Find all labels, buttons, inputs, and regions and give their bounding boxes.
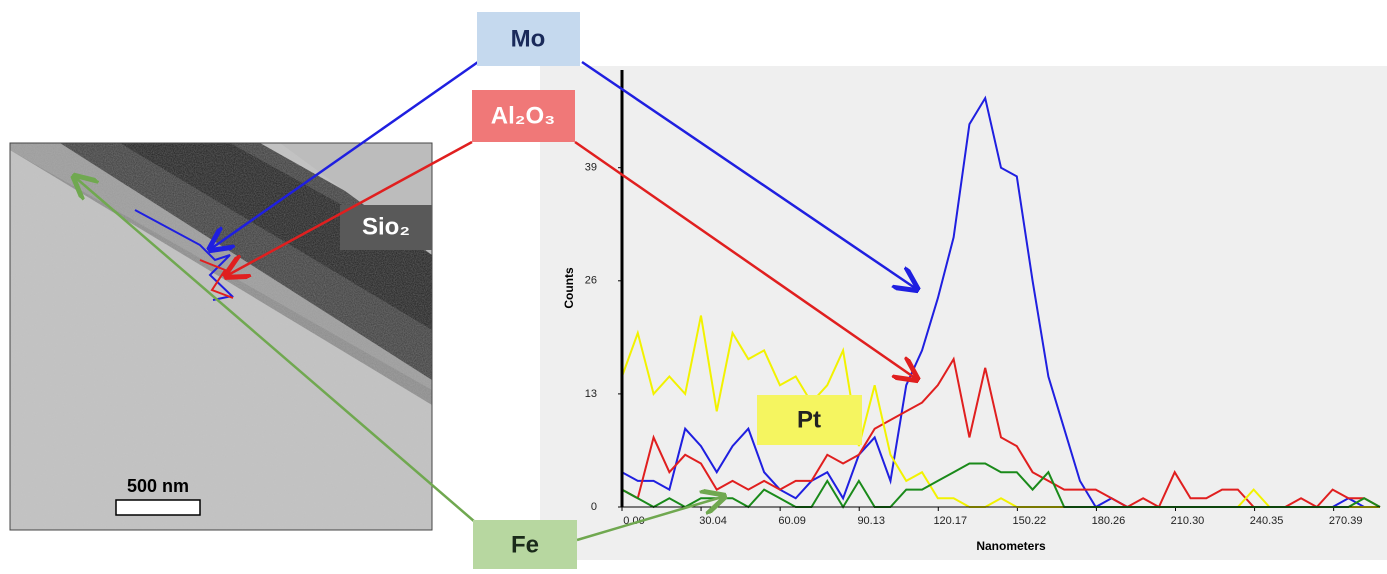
x-tick-label: 240.35 — [1250, 515, 1284, 527]
tem-image — [10, 143, 432, 530]
series-label: Al₂O₃ — [491, 102, 555, 129]
figure: 500 nm Sio₂ 01326390.0030.0460.0990.1312… — [0, 0, 1387, 569]
scale-bar — [116, 500, 200, 515]
page: {"chart_data": {"type": "line", "x_label… — [0, 0, 1387, 569]
y-tick-label: 26 — [585, 275, 597, 287]
series-label: Fe — [511, 531, 539, 558]
y-tick-label: 39 — [585, 162, 597, 174]
x-tick-label: 270.39 — [1329, 515, 1363, 527]
series-label: Pt — [797, 406, 821, 433]
layer-label: Sio₂ — [362, 213, 410, 240]
chart-panel — [540, 66, 1387, 560]
x-tick-label: 210.30 — [1171, 515, 1205, 527]
x-tick-label: 60.09 — [778, 515, 806, 527]
x-tick-label: 30.04 — [699, 515, 727, 527]
x-tick-label: 120.17 — [933, 515, 967, 527]
y-tick-label: 0 — [591, 501, 597, 513]
x-axis-label: Nanometers — [976, 539, 1046, 553]
series-label: Mo — [511, 25, 546, 52]
y-axis-label: Counts — [562, 267, 576, 309]
x-tick-label: 180.26 — [1092, 515, 1126, 527]
x-tick-label: 90.13 — [857, 515, 885, 527]
scale-bar-label: 500 nm — [127, 476, 189, 496]
y-tick-label: 13 — [585, 388, 597, 400]
x-tick-label: 150.22 — [1013, 515, 1047, 527]
